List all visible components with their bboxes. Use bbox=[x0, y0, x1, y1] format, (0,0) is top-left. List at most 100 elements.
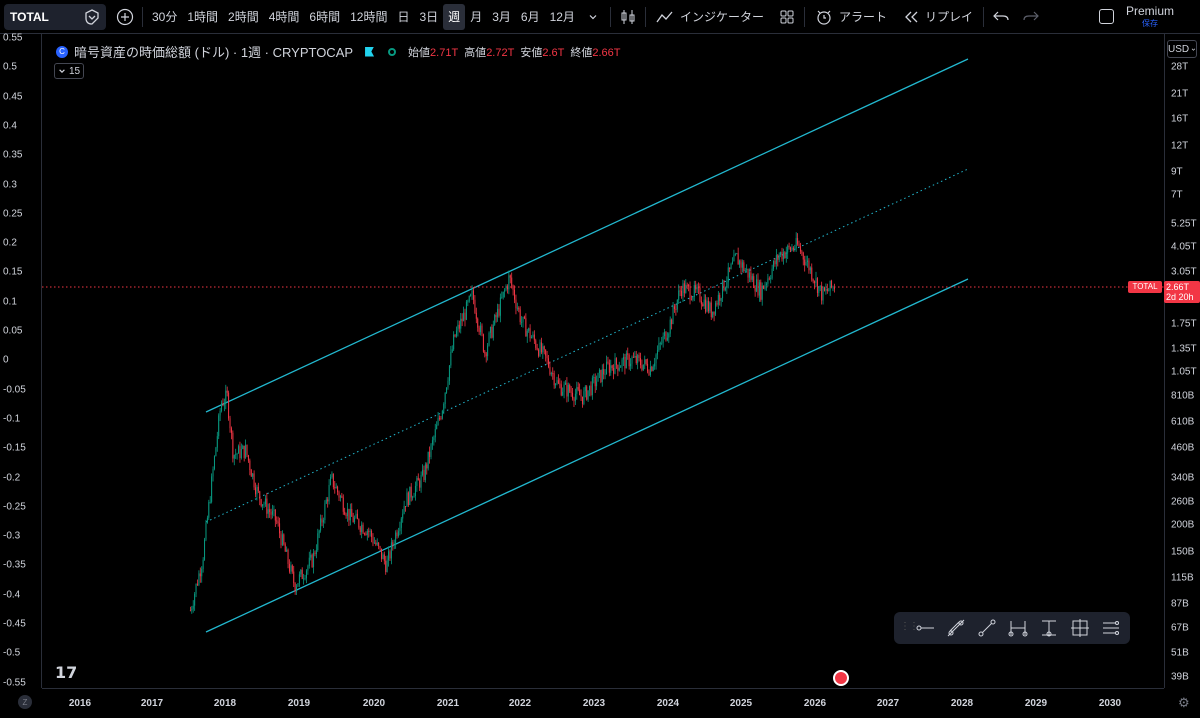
candle-body bbox=[734, 253, 736, 256]
candle-body bbox=[774, 260, 776, 265]
price-range-icon[interactable] bbox=[1037, 616, 1061, 640]
candle-body bbox=[358, 519, 360, 528]
horizontal-ray-icon[interactable] bbox=[913, 616, 937, 640]
left-price-axis[interactable]: 0.55 0.5 0.45 0.4 0.35 0.3 0.25 0.2 0.15 0.1 0.05 0… bbox=[0, 33, 42, 688]
candle-body bbox=[811, 267, 813, 280]
drag-handle-icon[interactable]: ⋮⋮ bbox=[900, 621, 919, 632]
candle-body bbox=[572, 392, 574, 399]
right-price-axis[interactable]: 28T21T16T12T9T7T5.25T4.05T3.05T2.3T1.75T… bbox=[1164, 34, 1200, 688]
time-axis[interactable]: 2016 2017 2018 2019 2020 2021 2022 2023 2024 2025… bbox=[42, 688, 1164, 718]
interval-11[interactable]: 6月 bbox=[520, 10, 540, 24]
tradingview-logo[interactable]: 17 bbox=[55, 663, 78, 682]
candle-body bbox=[825, 288, 827, 291]
drawing-toolbar: ⋮⋮ bbox=[894, 612, 1130, 644]
candle-body bbox=[305, 570, 307, 579]
left-axis-tick: 0.15 bbox=[3, 266, 23, 278]
currency-selector[interactable]: USD bbox=[1167, 40, 1197, 58]
candle-body bbox=[390, 542, 392, 559]
candles-icon[interactable] bbox=[615, 4, 641, 30]
interval-0[interactable]: 30分 bbox=[152, 10, 178, 24]
market-status-icon[interactable] bbox=[388, 47, 397, 56]
year-tick: 2020 bbox=[362, 698, 386, 709]
candle-body bbox=[320, 518, 322, 531]
year-tick: 2016 bbox=[68, 698, 92, 709]
line-segment-icon[interactable] bbox=[975, 616, 999, 640]
right-axis-tick: 9T bbox=[1171, 166, 1183, 178]
candle-body bbox=[784, 252, 786, 259]
right-axis-tick: 4.05T bbox=[1171, 241, 1197, 253]
candle-body bbox=[832, 286, 834, 288]
interval-3[interactable]: 4時間 bbox=[268, 10, 300, 24]
candle-body bbox=[355, 513, 357, 518]
chevron-down-icon bbox=[59, 69, 65, 74]
indicators-button[interactable]: インジケーター bbox=[650, 4, 770, 30]
symbol-search[interactable]: TOTAL bbox=[4, 3, 106, 30]
interval-12[interactable]: 12月 bbox=[549, 10, 575, 24]
chart-pane[interactable] bbox=[42, 34, 1164, 688]
candle-body bbox=[430, 444, 432, 457]
candle-body bbox=[475, 312, 477, 319]
candle-body bbox=[219, 410, 221, 416]
candle-body bbox=[505, 286, 507, 291]
year-tick: 2018 bbox=[213, 698, 237, 709]
premium-save[interactable]: Premium 保存 bbox=[1126, 4, 1174, 29]
candle-body bbox=[280, 533, 282, 546]
indicators-collapse-button[interactable]: 15 bbox=[54, 63, 84, 79]
layouts-icon[interactable] bbox=[774, 4, 800, 30]
redo-icon[interactable] bbox=[1018, 4, 1044, 30]
interval-4[interactable]: 6時間 bbox=[309, 10, 341, 24]
candle-body bbox=[516, 307, 518, 309]
trend-line-icon[interactable] bbox=[944, 616, 968, 640]
candle-body bbox=[807, 260, 809, 262]
candle-body bbox=[706, 300, 708, 312]
replay-button[interactable]: リプレイ bbox=[897, 4, 979, 30]
interval-8[interactable]: 週 bbox=[443, 3, 466, 30]
interval-6[interactable]: 日 bbox=[397, 10, 410, 24]
fullscreen-checkbox-icon[interactable] bbox=[1099, 9, 1114, 24]
interval-1[interactable]: 1時間 bbox=[187, 10, 219, 24]
us-event-flag-icon[interactable] bbox=[833, 670, 849, 686]
settings-lines-icon[interactable] bbox=[1099, 616, 1123, 640]
candle-body bbox=[298, 574, 300, 584]
date-range-icon[interactable] bbox=[1006, 616, 1030, 640]
candle-body bbox=[580, 395, 582, 397]
candle-body bbox=[685, 284, 687, 294]
alert-button[interactable]: アラート bbox=[809, 4, 893, 30]
candle-body bbox=[474, 299, 476, 313]
candle-body bbox=[542, 346, 544, 353]
candle-body bbox=[296, 586, 298, 592]
interval-5[interactable]: 12時間 bbox=[350, 10, 388, 24]
undo-icon[interactable] bbox=[988, 4, 1014, 30]
candle-body bbox=[589, 385, 591, 391]
interval-2[interactable]: 2時間 bbox=[228, 10, 259, 24]
candle-body bbox=[206, 517, 208, 523]
candle-body bbox=[216, 436, 218, 448]
series-title[interactable]: 暗号資産の時価総額 (ドル) · 1週 · CRYPTOCAP bbox=[74, 45, 354, 60]
divider bbox=[644, 6, 646, 27]
left-axis-tick: -0.45 bbox=[3, 618, 26, 630]
auto-scale-button[interactable]: Z bbox=[18, 695, 32, 709]
candle-body bbox=[338, 492, 340, 498]
candle-body bbox=[672, 306, 674, 325]
interval-7[interactable]: 3日 bbox=[419, 10, 439, 24]
grid-measure-icon[interactable] bbox=[1068, 616, 1092, 640]
candle-body bbox=[256, 486, 258, 495]
candle-body bbox=[671, 319, 673, 325]
interval-9[interactable]: 月 bbox=[470, 10, 483, 24]
candle-body bbox=[322, 520, 324, 523]
candle-body bbox=[313, 552, 315, 567]
candle-body bbox=[658, 343, 660, 351]
candle-body bbox=[253, 473, 255, 488]
gear-icon[interactable]: ⚙ bbox=[1178, 695, 1190, 710]
candle-body bbox=[696, 287, 698, 290]
candle-body bbox=[189, 610, 191, 612]
chart-canvas[interactable] bbox=[42, 34, 1164, 688]
candle-body bbox=[386, 560, 388, 572]
chevron-down-icon[interactable] bbox=[580, 4, 606, 30]
interval-10[interactable]: 3月 bbox=[492, 10, 511, 24]
candle-body bbox=[279, 523, 281, 534]
flag-icon[interactable] bbox=[365, 46, 375, 57]
candle-body bbox=[770, 278, 772, 280]
add-symbol-icon[interactable] bbox=[112, 4, 138, 30]
candle-body bbox=[434, 429, 436, 438]
